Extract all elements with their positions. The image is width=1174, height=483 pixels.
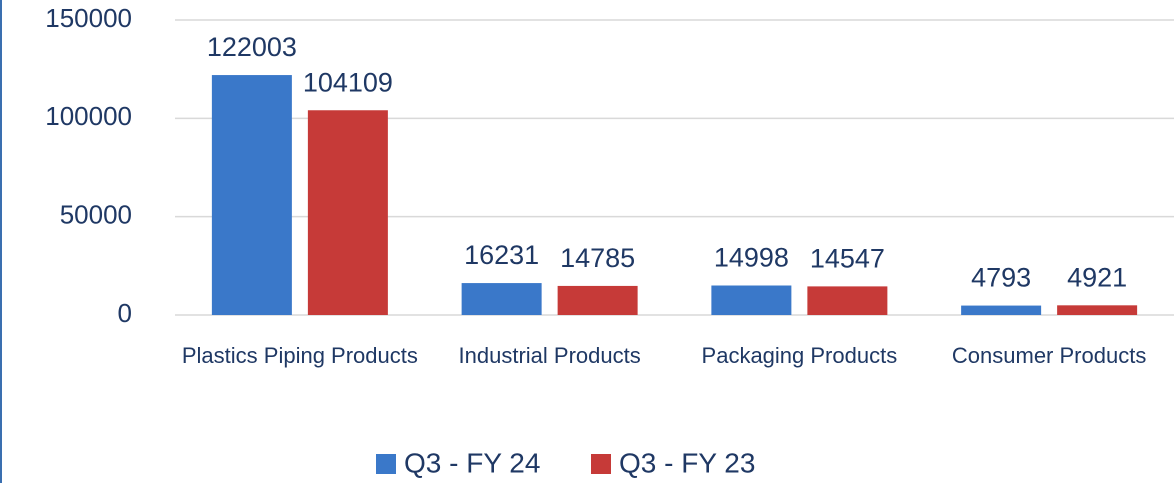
bar (807, 286, 888, 315)
y-tick-label: 150000 (45, 3, 132, 33)
x-tick-label: Industrial Products (458, 343, 641, 368)
x-tick-label: Consumer Products (951, 343, 1147, 368)
y-tick-label: 0 (118, 298, 132, 328)
legend-swatch (376, 454, 396, 474)
bar (211, 75, 292, 316)
value-label: 104109 (303, 67, 393, 97)
value-label: 16231 (464, 240, 539, 270)
y-tick-label: 100000 (45, 101, 132, 131)
value-label: 14998 (714, 243, 789, 273)
legend-swatch (591, 454, 611, 474)
bar (461, 283, 542, 315)
bar (711, 285, 792, 315)
bar (1057, 305, 1138, 315)
value-label: 14785 (560, 243, 635, 273)
bar (961, 305, 1042, 315)
y-tick-label: 50000 (60, 200, 132, 230)
legend-label: Q3 - FY 24 (404, 447, 540, 478)
x-tick-label: Packaging Products (701, 343, 898, 368)
bar (557, 285, 638, 315)
legend-label: Q3 - FY 23 (619, 447, 755, 478)
value-label: 122003 (207, 32, 297, 62)
value-label: 14547 (810, 244, 885, 274)
value-label: 4793 (971, 263, 1031, 293)
x-tick-label: Plastics Piping Products (181, 343, 418, 368)
bar (307, 110, 388, 316)
value-label: 4921 (1067, 262, 1127, 292)
